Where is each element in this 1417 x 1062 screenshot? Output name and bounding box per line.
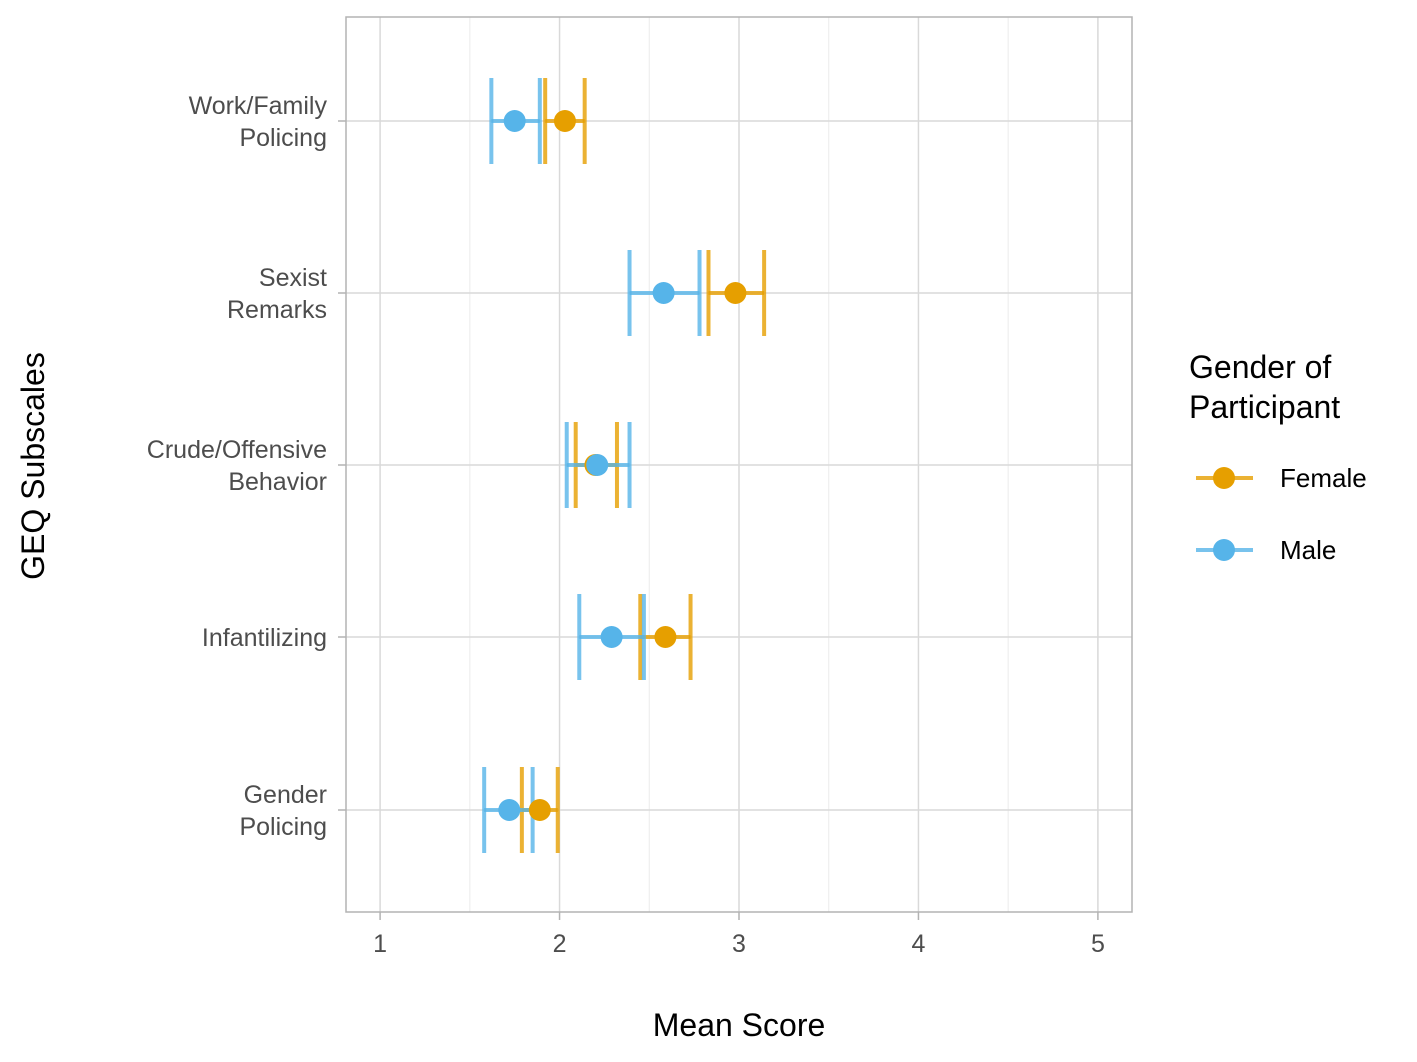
y-tick-label: Work/Family	[189, 92, 328, 120]
legend-label: Female	[1280, 463, 1367, 493]
y-axis: Work/Family Policing Sexist Remarks Crude/Of…	[147, 92, 346, 841]
data-point-male	[498, 799, 521, 821]
data-point-female	[528, 799, 551, 821]
x-tick-label: 2	[553, 930, 567, 958]
y-tick-label: Remarks	[227, 296, 327, 324]
data-point-male	[600, 626, 623, 648]
legend-key-point	[1213, 467, 1235, 489]
data-point-male	[652, 282, 675, 304]
y-tick-label: Infantilizing	[202, 624, 327, 652]
y-tick-label: Gender	[244, 781, 327, 809]
legend: Gender of Participant Female Male	[1189, 349, 1367, 565]
grid-lines	[346, 17, 1132, 912]
x-tick-label: 3	[732, 930, 746, 958]
x-tick-label: 4	[911, 930, 925, 958]
x-tick-label: 1	[373, 930, 387, 958]
data-marks	[482, 78, 767, 853]
x-tick-label: 5	[1091, 930, 1105, 958]
legend-title: Participant	[1189, 389, 1340, 425]
data-point-male	[586, 454, 609, 476]
x-axis-title: Mean Score	[653, 1007, 826, 1043]
y-tick-label: Behavior	[228, 468, 327, 496]
data-point-female	[553, 110, 576, 132]
x-axis: 1 2 3 4 5	[373, 912, 1105, 958]
data-point-female	[724, 282, 747, 304]
data-point-female	[654, 626, 677, 648]
legend-key-point	[1213, 539, 1235, 561]
y-tick-label: Policing	[239, 124, 327, 152]
legend-label: Male	[1280, 535, 1336, 565]
legend-item-female: Female	[1196, 463, 1367, 493]
legend-title: Gender of	[1189, 349, 1331, 385]
legend-item-male: Male	[1196, 535, 1336, 565]
y-tick-label: Sexist	[259, 264, 327, 292]
y-tick-label: Policing	[239, 813, 327, 841]
y-tick-label: Crude/Offensive	[147, 436, 327, 464]
data-point-male	[503, 110, 526, 132]
y-axis-title: GEQ Subscales	[15, 352, 51, 580]
